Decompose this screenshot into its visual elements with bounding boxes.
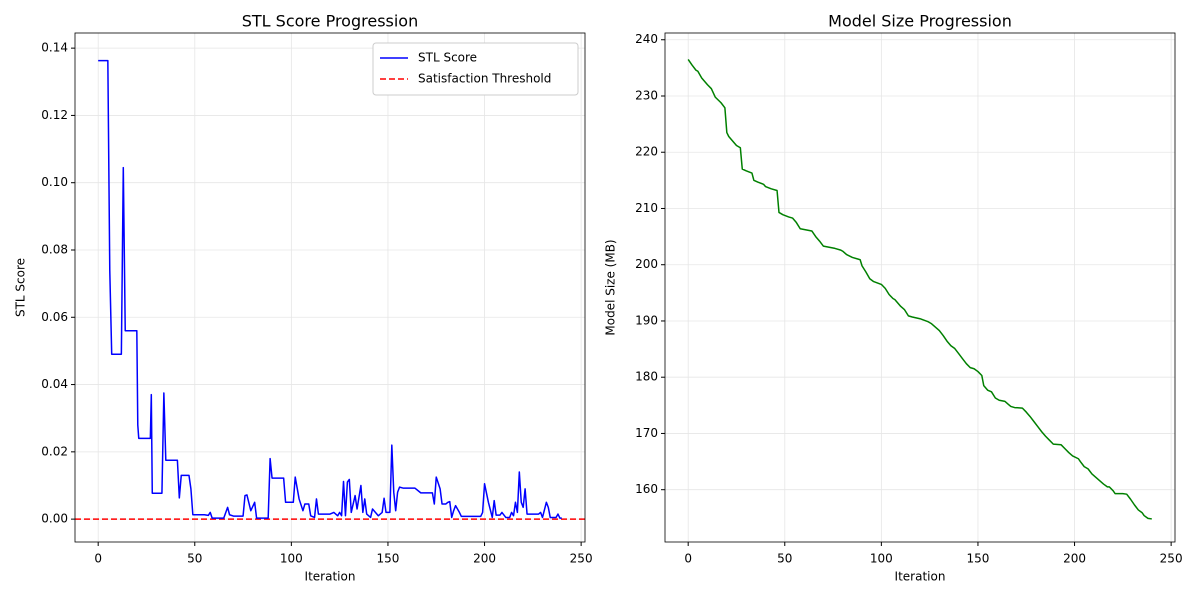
y-tick-label: 0.00	[41, 512, 68, 526]
y-tick-label: 190	[635, 313, 658, 327]
y-tick-label: 240	[635, 32, 658, 46]
y-tick-label: 160	[635, 482, 658, 496]
x-axis-label: Iteration	[895, 570, 946, 584]
legend-label: Satisfaction Threshold	[418, 72, 551, 86]
legend-box	[372, 42, 579, 96]
y-axis-label: Model Size (MB)	[604, 239, 618, 335]
y-tick-label: 210	[635, 201, 658, 215]
y-tick-label: 0.12	[41, 108, 68, 122]
y-tick-label: 220	[635, 145, 658, 159]
axes-frame	[74, 32, 586, 543]
y-tick-label: 0.02	[41, 444, 68, 458]
x-axis-label: Iteration	[305, 570, 356, 584]
y-tick-label: 0.08	[41, 242, 68, 256]
x-tick-label: 200	[473, 552, 496, 566]
data-line	[98, 59, 562, 519]
legend-label: STL Score	[418, 51, 477, 65]
x-tick-label: 250	[570, 552, 593, 566]
y-tick-label: 170	[635, 426, 658, 440]
y-tick-label: 0.10	[41, 175, 68, 189]
x-tick-label: 0	[94, 552, 102, 566]
x-tick-label: 150	[377, 552, 400, 566]
x-tick-label: 100	[870, 552, 893, 566]
x-tick-label: 50	[187, 552, 202, 566]
x-tick-label: 50	[777, 552, 792, 566]
x-tick-label: 0	[684, 552, 692, 566]
chart-title: STL Score Progression	[242, 12, 418, 31]
y-axis-label: STL Score	[14, 258, 28, 317]
y-tick-label: 230	[635, 88, 658, 102]
y-tick-label: 0.06	[41, 310, 68, 324]
y-tick-label: 180	[635, 370, 658, 384]
x-tick-label: 100	[280, 552, 303, 566]
x-tick-label: 150	[967, 552, 990, 566]
x-tick-label: 250	[1160, 552, 1183, 566]
chart-title: Model Size Progression	[828, 12, 1012, 31]
data-line	[687, 59, 1152, 520]
y-tick-label: 200	[635, 257, 658, 271]
y-tick-label: 0.04	[41, 377, 68, 391]
axes-frame	[664, 32, 1176, 543]
y-tick-label: 0.14	[41, 41, 68, 55]
x-tick-label: 200	[1063, 552, 1086, 566]
